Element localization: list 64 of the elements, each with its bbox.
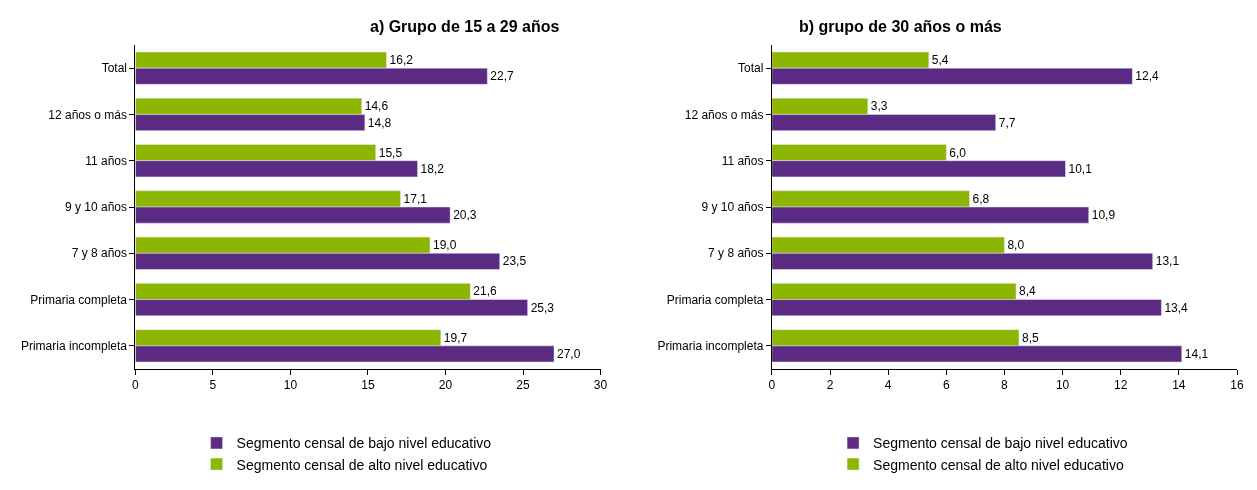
x-tick-label: 25 bbox=[516, 378, 530, 393]
data-label: 3,3 bbox=[870, 99, 888, 114]
data-label: 6,8 bbox=[972, 191, 990, 206]
data-label: 13,4 bbox=[1164, 300, 1189, 315]
x-tick-label: 10 bbox=[1055, 378, 1070, 393]
data-label: 21,6 bbox=[473, 284, 497, 299]
data-label: 22,7 bbox=[490, 69, 515, 84]
y-tick-label: Primaria incompleta bbox=[657, 339, 764, 354]
x-tick-label: 30 bbox=[593, 378, 608, 393]
data-label: 12,4 bbox=[1135, 69, 1160, 84]
y-tick-label: Primaria completa bbox=[30, 292, 128, 307]
y-tick-label: 7 y 8 años bbox=[71, 246, 127, 261]
data-label: 6,0 bbox=[949, 145, 967, 160]
data-label: 5,4 bbox=[931, 53, 949, 68]
data-label: 23,5 bbox=[502, 254, 527, 269]
x-tick-label: 12 bbox=[1114, 378, 1128, 393]
x-tick-label: 6 bbox=[942, 378, 950, 393]
data-label: 17,1 bbox=[403, 191, 428, 206]
x-tick-label: 4 bbox=[884, 378, 892, 393]
y-tick-label: Primaria incompleta bbox=[20, 339, 128, 354]
y-tick-label: Total bbox=[738, 61, 764, 76]
data-label: 8,4 bbox=[1019, 284, 1037, 299]
x-tick-label: 10 bbox=[283, 378, 298, 393]
data-label: 14,8 bbox=[367, 115, 392, 130]
data-label: 13,1 bbox=[1155, 254, 1180, 269]
data-label: 7,7 bbox=[998, 115, 1016, 130]
x-tick-label: 15 bbox=[361, 378, 375, 393]
data-label: 27,0 bbox=[557, 346, 581, 361]
x-tick-label: 16 bbox=[1230, 378, 1244, 393]
chart-title: b) grupo de 30 años o más bbox=[799, 18, 1002, 35]
x-tick-label: 5 bbox=[209, 378, 217, 393]
y-tick-label: 9 y 10 años bbox=[64, 200, 127, 215]
data-label: 10,9 bbox=[1091, 208, 1116, 223]
data-label: 8,0 bbox=[1007, 238, 1025, 253]
x-tick-label: 14 bbox=[1172, 378, 1186, 393]
y-tick-label: Primaria completa bbox=[666, 292, 764, 307]
x-tick-label: 0 bbox=[132, 378, 140, 393]
data-label: 14,1 bbox=[1184, 346, 1209, 361]
data-label: 14,6 bbox=[364, 99, 389, 114]
data-label: 19,7 bbox=[443, 330, 468, 345]
data-label: 25,3 bbox=[530, 300, 555, 315]
chart-title: a) Grupo de 15 a 29 años bbox=[370, 18, 560, 35]
data-label: 19,0 bbox=[432, 238, 457, 253]
y-tick-label: 12 años o más bbox=[684, 107, 764, 122]
y-tick-label: 7 y 8 años bbox=[708, 246, 764, 261]
y-tick-label: 11 años bbox=[85, 153, 127, 168]
legend-label: Segmento censal de bajo nivel educativo bbox=[236, 435, 492, 452]
data-label: 15,5 bbox=[378, 145, 403, 160]
data-label: 8,5 bbox=[1021, 330, 1039, 345]
data-label: 10,1 bbox=[1068, 161, 1093, 176]
legend-label: Segmento censal de bajo nivel educativo bbox=[873, 435, 1128, 452]
y-tick-label: 12 años o más bbox=[48, 107, 127, 122]
data-label: 16,2 bbox=[389, 53, 414, 68]
data-label: 18,2 bbox=[420, 161, 445, 176]
x-tick-label: 0 bbox=[768, 378, 776, 393]
x-tick-label: 8 bbox=[1001, 378, 1009, 393]
y-tick-label: 9 y 10 años bbox=[701, 200, 764, 215]
y-tick-label: 11 años bbox=[721, 153, 764, 168]
y-tick-label: Total bbox=[101, 61, 127, 76]
data-label: 20,3 bbox=[453, 208, 477, 223]
legend-label: Segmento censal de alto nivel educativo bbox=[873, 456, 1124, 473]
x-tick-label: 20 bbox=[438, 378, 453, 393]
legend-label: Segmento censal de alto nivel educativo bbox=[236, 456, 488, 473]
x-tick-label: 2 bbox=[826, 378, 834, 393]
